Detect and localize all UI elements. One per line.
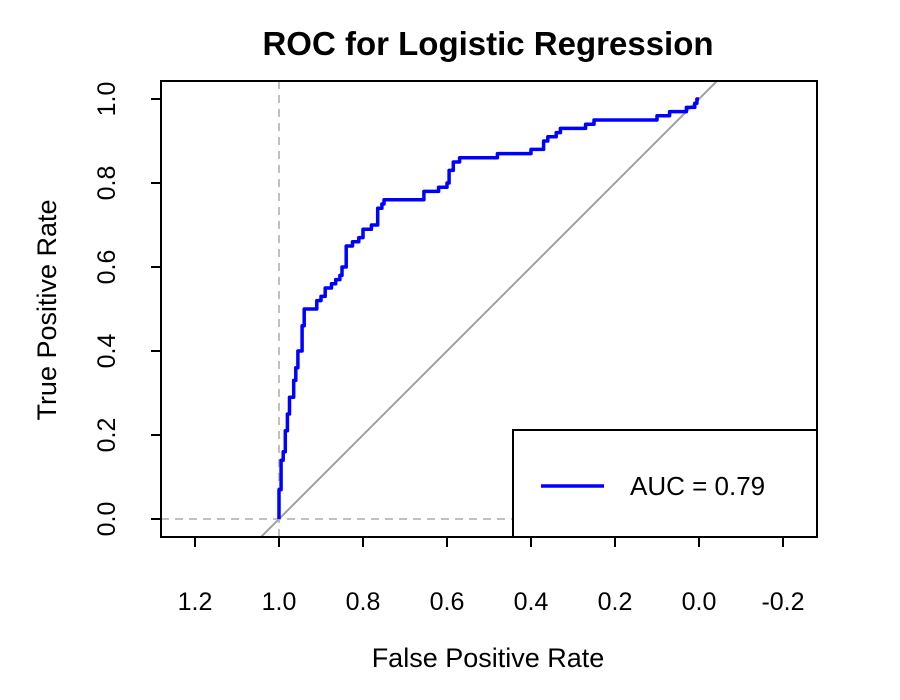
chart-title: ROC for Logistic Regression xyxy=(262,25,713,62)
y-tick-label: 0.4 xyxy=(93,334,121,369)
legend-box xyxy=(512,429,818,538)
y-tick-label: 0.8 xyxy=(93,166,121,201)
x-tick-label: 0.0 xyxy=(682,588,717,616)
x-tick-label: 1.2 xyxy=(178,588,213,616)
x-tick-label: 0.4 xyxy=(514,588,549,616)
x-tick-label: 0.8 xyxy=(346,588,381,616)
y-tick-label: 0.0 xyxy=(93,502,121,537)
x-tick-label: -0.2 xyxy=(761,588,804,616)
y-tick-label: 0.2 xyxy=(93,418,121,453)
x-tick-label: 1.0 xyxy=(262,588,297,616)
roc-curve-line-0 xyxy=(277,97,699,519)
legend-entry-label: AUC = 0.79 xyxy=(630,471,765,501)
chance-diagonal-line xyxy=(259,81,719,537)
y-axis-label: True Positive Rate xyxy=(32,199,62,420)
axes: 1.2 1.0 0.8 0.6 0.4 0.2 0.0 -0.2 0.0 0.2 0.4 0.6 0.8… xyxy=(93,80,818,616)
legend: AUC = 0.79 xyxy=(512,429,818,538)
y-tick-label: 0.6 xyxy=(93,250,121,285)
y-tick-label: 1.0 xyxy=(93,82,121,117)
x-axis-label: False Positive Rate xyxy=(372,643,605,673)
x-tick-label: 0.6 xyxy=(430,588,465,616)
plot-clip-group xyxy=(161,81,817,537)
plot-area xyxy=(161,81,817,537)
x-tick-label: 0.2 xyxy=(598,588,633,616)
